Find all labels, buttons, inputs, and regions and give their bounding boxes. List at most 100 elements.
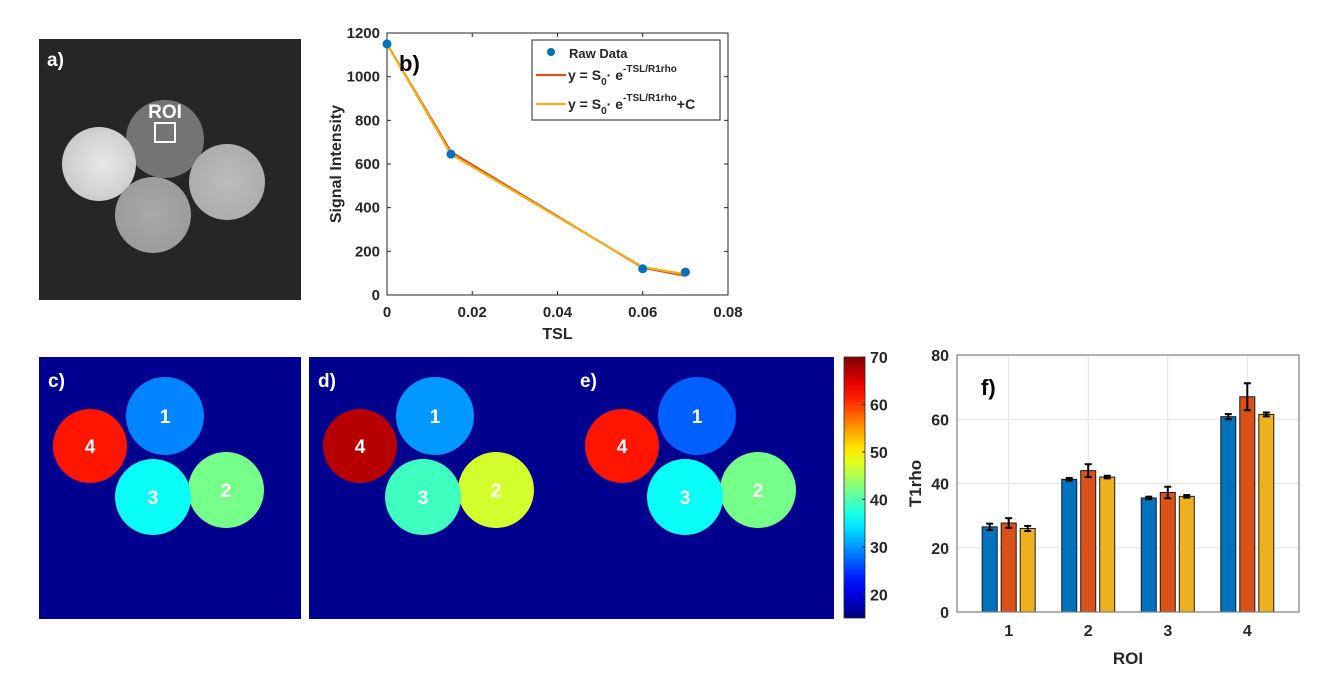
x-axis-label: ROI [1113,649,1143,668]
phantom-number-3: 3 [148,488,159,509]
y-tick-label: 20 [931,541,949,558]
bar-d-roi-2 [1080,470,1097,613]
mri-phantom-2 [189,144,265,220]
legend-marker-raw [547,48,555,56]
colorbar-tick-label: 20 [870,587,888,604]
map-phantom-2 [458,452,534,528]
colorbar-tick-label: 70 [870,352,888,367]
x-tick-label: 4 [1243,623,1252,640]
map-phantom-1 [396,377,474,455]
legend-text-mid: · e [607,67,624,83]
bar-d-roi-4 [1239,396,1256,613]
map-phantom-3 [647,459,723,535]
raw-data-point [680,267,690,277]
panel-b-signal-chart: 0 0.02 0.04 0.06 0.08 0 200 400 600 800 1000 1200 TS… [328,25,743,342]
bar-c-roi-1 [981,526,998,613]
bar-d-roi-1 [1000,522,1017,613]
x-axis-label: TSL [542,326,572,342]
y-tick-label: 40 [931,477,949,494]
colorbar-tick-label: 30 [870,540,888,557]
phantom-number-1: 1 [160,407,171,428]
bar-c-roi-3 [1140,497,1157,613]
panel-label-c: c) [48,371,65,392]
x-tick-label: 0 [383,304,391,321]
panel-a-label: a) [47,50,64,71]
phantom-number-3: 3 [418,488,429,509]
legend-box [531,39,721,121]
mri-phantom-4 [62,127,136,201]
x-tick-label: 1 [1004,623,1013,640]
phantom-number-3: 3 [680,488,691,509]
raw-data-point [638,264,648,274]
y-tick-label: 1200 [347,25,380,42]
y-tick-label: 400 [355,200,380,217]
legend-text-tail: +C [677,96,695,112]
colorbar: 20 30 40 50 60 70 [843,352,888,619]
x-tick-label: 2 [1084,623,1093,640]
panel-a-mri-image: ROI a) [39,39,301,300]
raw-data-point [382,39,392,49]
x-tick-label: 3 [1163,623,1172,640]
raw-data-point [446,149,456,159]
y-axis-label: T1rho [906,460,925,507]
phantom-number-2: 2 [491,481,502,502]
map-phantom-4 [323,409,397,483]
bar-e-roi-2 [1099,476,1116,613]
panel-f-label: f) [981,375,996,400]
y-tick-label: 200 [355,243,380,260]
colorbar-tick-label: 50 [870,445,888,462]
bar-d-roi-3 [1159,491,1176,613]
panel-b-label: b) [399,51,420,76]
phantom-number-4: 4 [85,437,96,458]
phantom-number-2: 2 [753,481,764,502]
series-line-2 [386,43,686,276]
bar-e-roi-4 [1258,413,1275,613]
y-tick-label: 80 [931,348,949,365]
map-phantom-1 [126,377,204,455]
roi-box [154,122,176,143]
legend-text-mid: · e [607,96,624,112]
plot-frame [956,354,1300,613]
mri-phantom-3 [115,177,191,253]
legend-text-sub: 0 [601,77,607,88]
map-phantom-4 [53,409,127,483]
map-phantom-3 [115,459,191,535]
phantom-number-4: 4 [355,437,366,458]
y-tick-label: 600 [355,156,380,173]
mri-phantom-1 [126,100,204,178]
legend-text-main: y = S [568,67,601,83]
legend-text-sup: -TSL/R1rho [623,93,677,104]
x-tick-label: 0.08 [713,304,742,321]
map-phantom-4 [585,409,659,483]
bar-e-roi-1 [1019,527,1036,613]
bar-c-roi-2 [1061,478,1078,613]
y-tick-label: 800 [355,112,380,129]
bar-e-roi-3 [1178,495,1195,613]
legend-text-sup: -TSL/R1rho [623,64,677,75]
map-phantom-1 [658,377,736,455]
panel-f-bar-chart: 0 20 40 60 80 1 2 3 4 ROI T1rho f) [906,348,1300,668]
y-tick-label: 0 [372,287,380,304]
phantom-number-4: 4 [617,437,628,458]
panel-label-e: e) [580,371,597,392]
map-phantom-3 [385,459,461,535]
map-phantom-2 [720,452,796,528]
map-phantom-2 [188,452,264,528]
roi-label: ROI [148,102,182,123]
colorbar-tick-label: 40 [870,492,888,509]
legend-label-1: y = S0· e-TSL/R1rho [568,64,677,88]
x-tick-label: 0.06 [628,304,657,321]
x-tick-label: 0.02 [458,304,487,321]
y-tick-label: 1000 [347,69,380,86]
panel-c-map: 1 2 3 4 c) [39,357,301,619]
y-axis-label: Signal Intensity [328,105,345,223]
legend-label-2: y = S0· e-TSL/R1rho+C [568,93,695,117]
y-tick-label: 0 [940,605,949,622]
panel-label-d: d) [318,371,336,392]
phantom-number-2: 2 [221,481,232,502]
colorbar-tick-label: 60 [870,397,888,414]
phantom-number-1: 1 [692,407,703,428]
legend-text-sub: 0 [601,106,607,117]
bar-c-roi-4 [1220,416,1237,613]
phantom-number-1: 1 [430,407,441,428]
